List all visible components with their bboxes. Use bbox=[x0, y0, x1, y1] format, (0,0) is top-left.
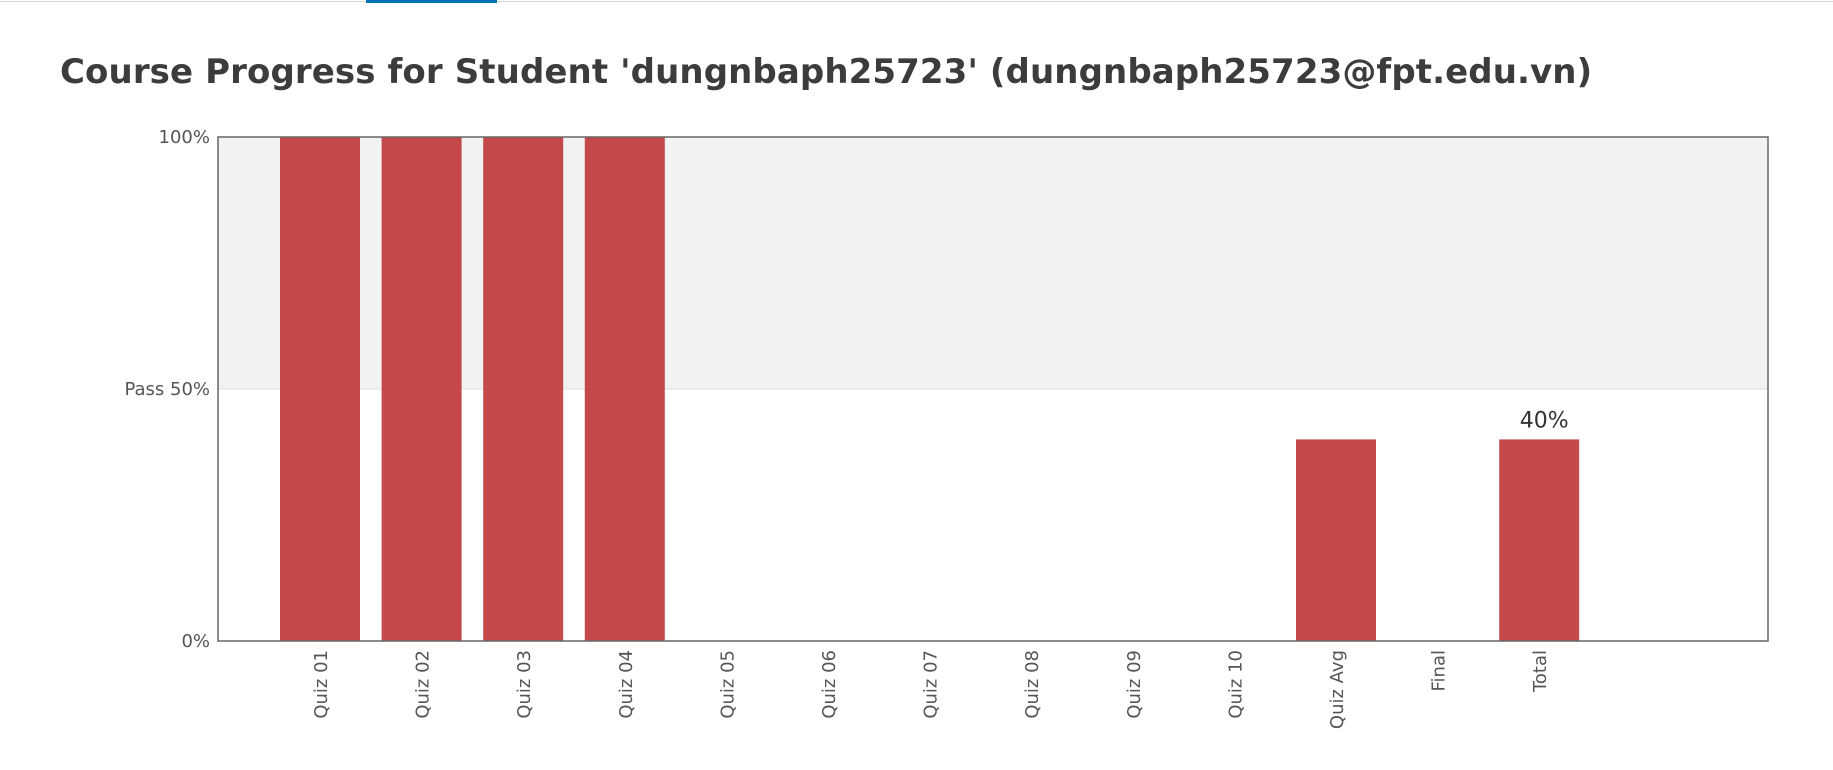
pass-zone bbox=[218, 137, 1768, 389]
bar-quiz-03 bbox=[483, 137, 564, 641]
page-title: Course Progress for Student 'dungnbaph25… bbox=[60, 52, 1593, 92]
bar-quiz-01 bbox=[280, 137, 360, 641]
x-tick-label: Quiz 04 bbox=[616, 650, 637, 719]
x-tick-label: Quiz 03 bbox=[514, 650, 535, 719]
active-tab-indicator bbox=[366, 0, 497, 3]
x-tick-label: Quiz 09 bbox=[1124, 650, 1145, 719]
bar-quiz-02 bbox=[381, 137, 462, 641]
y-tick-label: Pass 50% bbox=[124, 379, 210, 400]
x-tick-label: Quiz 05 bbox=[717, 650, 738, 719]
x-tick-label: Quiz 07 bbox=[921, 650, 942, 719]
x-tick-label: Quiz 06 bbox=[819, 650, 840, 719]
x-tick-label: Quiz 01 bbox=[311, 650, 332, 719]
y-tick-label: 0% bbox=[181, 631, 210, 652]
top-divider bbox=[0, 1, 1833, 2]
bar-quiz-04 bbox=[584, 137, 665, 641]
data-label: 40% bbox=[1520, 408, 1569, 433]
y-tick-label: 100% bbox=[159, 127, 210, 148]
plot-frame bbox=[217, 136, 1769, 642]
x-tick-label: Final bbox=[1429, 650, 1450, 691]
x-tick-label: Quiz Avg bbox=[1327, 650, 1348, 729]
x-tick-label: Quiz 08 bbox=[1022, 650, 1043, 719]
x-tick-label: Quiz 02 bbox=[413, 650, 434, 719]
x-tick-label: Quiz 10 bbox=[1225, 650, 1246, 719]
bar-total bbox=[1499, 439, 1580, 641]
x-tick-label: Total bbox=[1530, 650, 1551, 693]
bar-quiz-avg bbox=[1296, 439, 1376, 641]
